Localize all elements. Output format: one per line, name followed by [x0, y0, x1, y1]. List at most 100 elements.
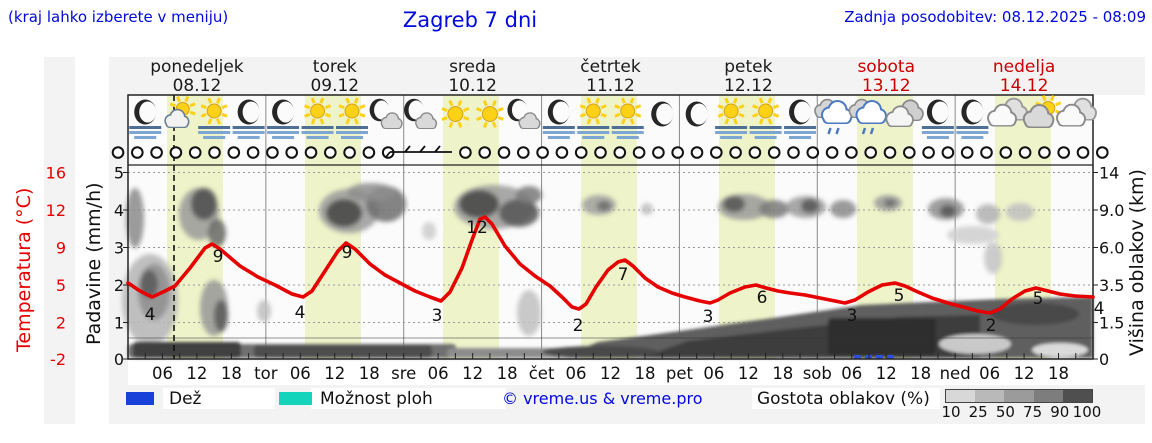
sun-ray	[189, 102, 196, 108]
sun-ray	[595, 97, 600, 104]
x-hour-label: 18	[359, 364, 380, 383]
moon-icon	[651, 101, 674, 127]
drizzle-mark	[827, 127, 832, 135]
low-cloud-layer	[128, 297, 1093, 358]
fog-line	[542, 131, 575, 134]
cloud-tick-label: 9.0	[1099, 201, 1124, 220]
location-menu-hint: (kraj lahko izberete v meniju)	[8, 8, 229, 26]
moon-phase-circle	[1076, 146, 1090, 159]
moon-icon	[272, 99, 295, 125]
temp-tick-label: 5	[56, 276, 66, 295]
sun-ray	[579, 104, 586, 110]
x-hour-label: 18	[497, 364, 518, 383]
weather-icon-moon-fog	[784, 99, 817, 139]
bg-strip-left-1	[44, 57, 75, 424]
day-header-petek: petek 12.12	[724, 57, 773, 96]
moon-phase-circle	[903, 146, 916, 159]
sun-ray	[475, 116, 483, 121]
moon-phase-circle	[555, 146, 569, 159]
moon-phase-circle	[343, 146, 356, 159]
weather-icon-moon-fog	[956, 99, 989, 139]
moon-icon	[134, 99, 157, 125]
weather-icon-sun-fog	[198, 97, 231, 139]
x-hour-label: 18	[634, 364, 655, 383]
sun-ray	[441, 116, 448, 121]
x-hour-label: 18	[1048, 364, 1069, 383]
showers-swatch	[279, 392, 312, 405]
moon-icon	[369, 98, 390, 122]
density-segment-75	[1033, 390, 1063, 402]
sun-ray	[614, 104, 621, 110]
cloud-blob	[884, 199, 896, 207]
fog-line	[267, 131, 300, 134]
temperature-label: 5	[1033, 289, 1044, 309]
temp-tick-label: 12	[46, 201, 66, 220]
weather-icon-sun-fog	[749, 97, 782, 139]
moon-phase-circle	[767, 146, 781, 159]
sun-ray	[221, 112, 228, 118]
weather-icon-cloud-drizzle	[848, 98, 887, 135]
fog-line	[577, 126, 610, 129]
moon-phase-circle	[883, 146, 897, 159]
cloud-icon	[167, 120, 188, 127]
sun-ray	[304, 112, 311, 118]
sun-ray	[184, 95, 190, 103]
sun-ray	[497, 107, 504, 112]
sun-ray	[629, 97, 635, 104]
cloud-blob	[326, 199, 362, 227]
moon-phase-circle	[1057, 146, 1070, 159]
drizzle-mark	[835, 127, 840, 135]
cloud-blob	[641, 203, 653, 215]
density-tick-100: 100	[1072, 403, 1102, 421]
sun-ray	[772, 104, 780, 110]
page-title: Zagreb 7 dni	[402, 8, 538, 32]
cloud-blob	[191, 188, 217, 220]
credit-link[interactable]: © vreme.us & vreme.pro	[502, 389, 703, 408]
fog-line	[784, 131, 817, 134]
sun-ray	[752, 112, 759, 118]
density-tick-75: 75	[1023, 403, 1043, 421]
sun-icon	[585, 103, 601, 119]
cloud-blob	[140, 270, 158, 298]
cloud-icon	[990, 117, 1015, 126]
rain-label: Dež	[169, 389, 202, 409]
moon-phase-circle	[845, 146, 858, 159]
sun-ray	[634, 104, 642, 110]
fog-line	[198, 131, 231, 134]
moon-icon	[926, 99, 949, 125]
fog-line	[956, 126, 989, 129]
moon-phase-circle	[536, 146, 549, 159]
cloud-blob	[759, 200, 789, 218]
bg-strip-dayrow	[128, 57, 1145, 95]
fog-line	[272, 136, 295, 139]
density-tick-25: 25	[968, 403, 988, 421]
density-tick-50: 50	[995, 403, 1015, 421]
x-hour-label: 06	[290, 364, 311, 383]
cloud-tick-label: 1.5	[1099, 314, 1124, 333]
sun-ray	[457, 100, 463, 107]
fog-line	[921, 131, 954, 134]
cloud-tick-label: 6.0	[1099, 239, 1124, 258]
sun-icon	[206, 103, 222, 119]
cloud-blob	[830, 200, 856, 218]
fog-line	[616, 136, 639, 139]
weather-icon-sun-fog	[301, 97, 334, 139]
drizzle-mark	[869, 127, 875, 135]
sun-ray	[491, 121, 497, 128]
sun-ray	[600, 112, 607, 118]
moon-phase-circle	[208, 146, 221, 159]
temp-tick-label: 9	[56, 239, 66, 258]
sun-ray	[221, 104, 228, 110]
moon-phase-circle	[671, 146, 685, 159]
weather-icon-moon-cloud	[369, 98, 403, 129]
fog-line	[129, 126, 162, 129]
rain-mark	[887, 355, 894, 359]
temperature-label: 12	[466, 218, 488, 238]
fog-line	[582, 136, 605, 139]
moon-phase-circle	[729, 146, 742, 159]
sun-ray	[324, 112, 332, 118]
sun-icon	[447, 106, 464, 122]
fog-line	[749, 131, 782, 134]
sun-ray	[586, 118, 592, 125]
sun-ray	[724, 97, 730, 104]
